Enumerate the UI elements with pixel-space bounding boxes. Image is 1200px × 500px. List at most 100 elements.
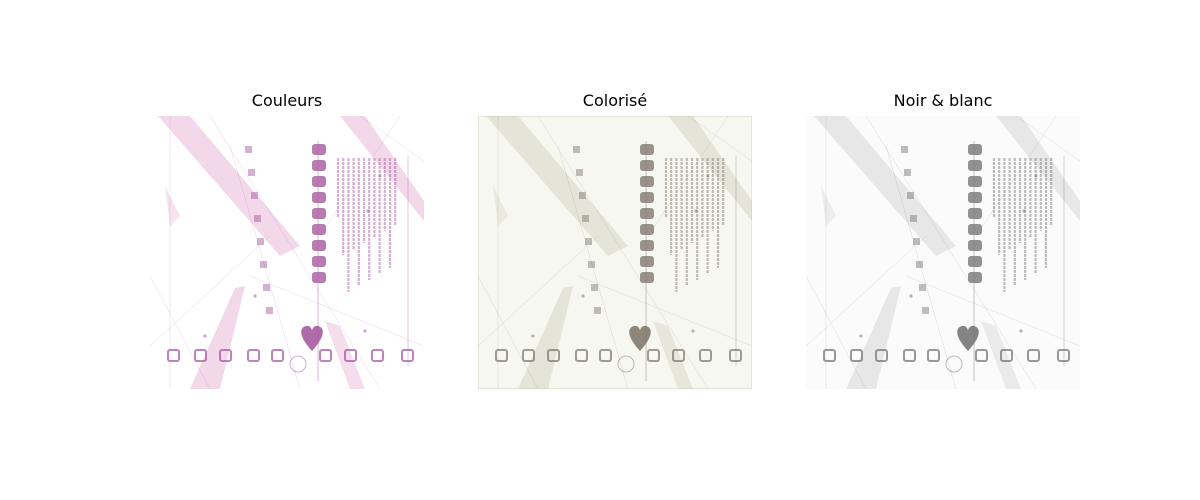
thin-line <box>557 145 629 389</box>
diagonal-character <box>254 215 261 222</box>
diagonal-character <box>916 261 923 268</box>
small-dot <box>203 334 207 338</box>
thin-line <box>319 116 401 237</box>
diagonal-streak <box>668 116 752 221</box>
bottom-character <box>344 349 357 362</box>
image-panel-colorise <box>478 116 752 389</box>
small-dot <box>531 334 535 338</box>
title-glyph-shape <box>968 224 982 235</box>
thin-line <box>537 116 709 389</box>
title-glyph-shape <box>312 256 326 267</box>
small-circle <box>289 355 307 373</box>
diagonal-streak <box>518 286 573 389</box>
small-dot <box>1019 329 1023 333</box>
small-circle <box>617 355 635 373</box>
artwork-background <box>806 116 1080 389</box>
small-dot <box>706 174 710 178</box>
artwork-couleurs <box>150 116 424 389</box>
diagonal-character <box>913 238 920 245</box>
bottom-character <box>927 349 940 362</box>
title-glyph-shape <box>968 160 982 171</box>
small-dot <box>378 174 382 178</box>
diagonal-character <box>579 192 586 199</box>
title-glyph-shape <box>968 192 982 203</box>
thin-line <box>150 275 211 389</box>
diagonal-character <box>245 146 252 153</box>
title-glyph-shape <box>968 144 982 155</box>
thin-line <box>209 116 381 389</box>
thin-line <box>478 275 539 389</box>
bottom-character <box>575 349 588 362</box>
thin-line <box>647 116 729 237</box>
bottom-character <box>672 349 685 362</box>
bottom-character <box>599 349 612 362</box>
title-glyph-shape <box>968 240 982 251</box>
bottom-character <box>522 349 535 362</box>
title-glyph-shape <box>968 272 982 283</box>
thin-line <box>905 275 1080 347</box>
diagonal-character <box>260 261 267 268</box>
title-glyph-shape <box>312 144 326 155</box>
title-glyph-shape <box>968 208 982 219</box>
diagonal-character <box>266 307 273 314</box>
bottom-character <box>823 349 836 362</box>
thin-line <box>865 116 1037 389</box>
mirrored-title-block <box>312 144 326 283</box>
diagonal-streak <box>814 116 956 256</box>
small-dot <box>1022 209 1026 213</box>
title-glyph-shape <box>640 208 654 219</box>
title-glyph-shape <box>968 256 982 267</box>
bottom-character <box>1057 349 1070 362</box>
artwork-noir-blanc <box>806 116 1080 389</box>
diagonal-character <box>248 169 255 176</box>
bottom-character <box>975 349 988 362</box>
bottom-character <box>219 349 232 362</box>
diagonal-streak <box>846 286 901 389</box>
title-glyph-shape <box>640 256 654 267</box>
small-dot <box>366 209 370 213</box>
small-circle <box>945 355 963 373</box>
panel-title-noir-blanc: Noir & blanc <box>893 91 993 110</box>
bottom-character <box>319 349 332 362</box>
thin-line <box>1015 116 1080 162</box>
diagonal-character <box>257 238 264 245</box>
title-glyph-shape <box>312 160 326 171</box>
diagonal-streak <box>996 116 1080 221</box>
bottom-character <box>247 349 260 362</box>
diagonal-streak <box>190 286 245 389</box>
diagonal-streak <box>340 116 424 221</box>
heart-shape <box>629 325 651 351</box>
bottom-character <box>401 349 414 362</box>
thin-line <box>806 275 867 389</box>
triangle-shard <box>821 186 836 226</box>
thin-line <box>478 235 599 347</box>
bottom-character <box>1000 349 1013 362</box>
title-glyph-shape <box>312 208 326 219</box>
diagonal-character <box>594 307 601 314</box>
diagonal-character <box>919 284 926 291</box>
bottom-character <box>495 349 508 362</box>
panel-title-couleurs: Couleurs <box>251 91 323 110</box>
diagonal-character <box>907 192 914 199</box>
diagonal-character <box>922 307 929 314</box>
thin-line <box>885 145 957 389</box>
bottom-character <box>371 349 384 362</box>
thin-line <box>359 116 424 162</box>
artwork-colorise <box>478 116 752 389</box>
diagonal-character <box>591 284 598 291</box>
thin-line <box>806 235 927 347</box>
diagonal-character <box>588 261 595 268</box>
bottom-character <box>547 349 560 362</box>
diagonal-character <box>576 169 583 176</box>
diagonal-streak <box>158 116 300 256</box>
thin-line <box>150 235 271 347</box>
title-glyph-shape <box>312 224 326 235</box>
title-glyph-shape <box>640 240 654 251</box>
heart-shape <box>301 325 323 351</box>
diagonal-character <box>910 215 917 222</box>
artwork-background <box>478 116 752 389</box>
title-glyph-shape <box>640 192 654 203</box>
small-dot <box>694 209 698 213</box>
thin-line <box>229 145 301 389</box>
bottom-character <box>699 349 712 362</box>
